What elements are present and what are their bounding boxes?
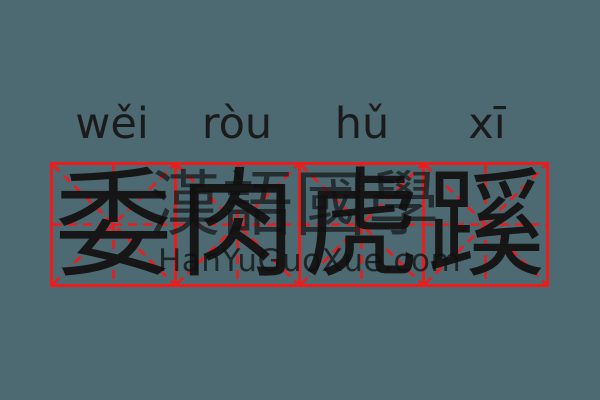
watermark-cjk-text: 漢語國學 bbox=[149, 163, 442, 246]
pinyin-label: hǔ bbox=[334, 99, 390, 149]
character-cell: 虎 bbox=[298, 165, 422, 284]
pinyin-label: wěi bbox=[75, 99, 149, 149]
cell-guide-lines-icon bbox=[425, 165, 546, 284]
cell-guide-lines-icon bbox=[177, 165, 298, 284]
cell-guide-lines-icon bbox=[301, 165, 422, 284]
pinyin-label: ròu bbox=[201, 99, 273, 149]
hanzi-glyph: 委 bbox=[54, 155, 173, 294]
pinyin-label: xī bbox=[468, 99, 506, 149]
hanzi-glyph: 肉 bbox=[178, 155, 297, 294]
hanzi-glyph: 虎 bbox=[302, 155, 421, 294]
cell-guide-lines-icon bbox=[53, 165, 174, 284]
watermark-domain-text: HanYuGuoXue.com bbox=[158, 243, 462, 279]
character-cell: 肉 bbox=[174, 165, 298, 284]
hanzi-glyph: 蹊 bbox=[426, 155, 545, 294]
tianzige-grid: 委 肉 虎 bbox=[50, 162, 549, 287]
character-cell: 蹊 bbox=[422, 165, 546, 284]
character-cell: 委 bbox=[53, 165, 174, 284]
